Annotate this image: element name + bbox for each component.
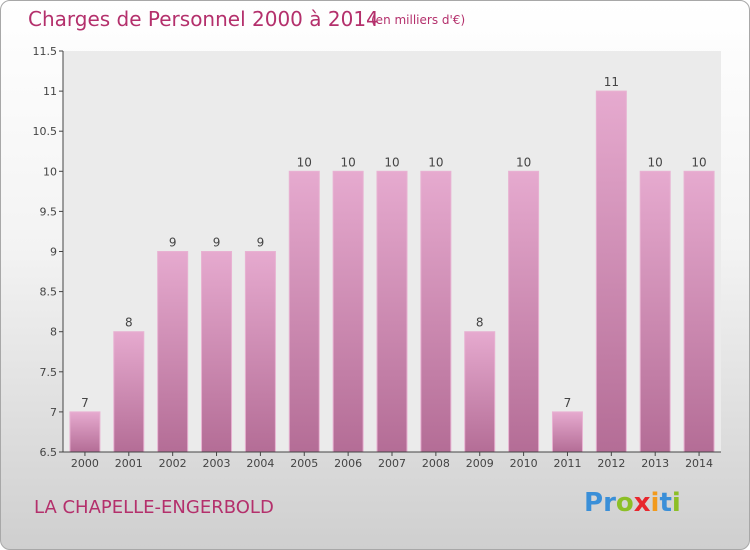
- y-tick-label: 7: [50, 406, 57, 419]
- bar-2008: [420, 170, 452, 453]
- bar-2012: [595, 90, 627, 453]
- bar-2014: [683, 170, 715, 453]
- data-label-2006: 10: [340, 155, 355, 169]
- commune-name: LA CHAPELLE-ENGERBOLD: [34, 497, 274, 518]
- chart-subtitle: (en milliers d'€): [371, 13, 466, 27]
- x-tick-label-2000: 2000: [71, 457, 99, 470]
- x-tick-label-2010: 2010: [510, 457, 538, 470]
- chart-title: Charges de Personnel 2000 à 2014: [28, 7, 379, 31]
- logo-letter: x: [633, 488, 651, 518]
- y-tick-label: 9.5: [40, 205, 58, 218]
- x-tick-label-2001: 2001: [115, 457, 143, 470]
- data-label-2008: 10: [428, 155, 443, 169]
- x-tick-label-2005: 2005: [290, 457, 318, 470]
- data-label-2014: 10: [691, 155, 706, 169]
- y-tick-label: 7.5: [40, 366, 58, 379]
- x-tick-label-2004: 2004: [246, 457, 274, 470]
- data-label-2002: 9: [169, 236, 177, 250]
- bar-2005: [288, 170, 320, 453]
- bar-2006: [332, 170, 364, 453]
- logo-letter: o: [615, 488, 634, 518]
- logo-letter: P: [584, 488, 604, 518]
- bar-2007: [376, 170, 408, 453]
- bar-2010: [508, 170, 540, 453]
- x-tick-label-2013: 2013: [641, 457, 669, 470]
- x-tick-label-2006: 2006: [334, 457, 362, 470]
- bar-2011: [551, 411, 583, 453]
- bar-2009: [464, 331, 496, 453]
- x-tick-label-2008: 2008: [422, 457, 450, 470]
- data-label-2009: 8: [476, 316, 484, 330]
- data-label-2013: 10: [648, 155, 663, 169]
- data-label-2010: 10: [516, 155, 531, 169]
- y-axis: 6.5 7 7.5 8 8.5 9 9.5 10 10.5 11 11.5: [33, 45, 64, 459]
- x-tick-label-2009: 2009: [466, 457, 494, 470]
- data-label-2011: 7: [564, 396, 572, 410]
- logo-letter: i: [671, 488, 681, 518]
- data-label-2000: 7: [81, 396, 89, 410]
- data-label-2007: 10: [384, 155, 399, 169]
- bar-2013: [639, 170, 671, 453]
- data-label-2004: 9: [257, 236, 265, 250]
- logo-letter: r: [603, 488, 616, 518]
- proxiti-logo: Proxiti: [584, 488, 681, 518]
- y-tick-label: 11: [43, 85, 57, 98]
- bar-2003: [201, 251, 233, 453]
- y-tick-label: 8.5: [40, 286, 58, 299]
- data-label-2005: 10: [297, 155, 312, 169]
- bars-group: 7 8 9 9 9 10 10 10 10 8 10 7 11 10 10: [69, 75, 715, 453]
- y-tick-label: 6.5: [40, 446, 58, 459]
- x-tick-label-2007: 2007: [378, 457, 406, 470]
- bar-2000: [69, 411, 101, 453]
- x-tick-label-2002: 2002: [159, 457, 187, 470]
- bar-2004: [244, 251, 276, 453]
- x-tick-label-2011: 2011: [553, 457, 581, 470]
- y-tick-label: 9: [50, 246, 57, 259]
- x-tick-label-2012: 2012: [597, 457, 625, 470]
- bar-2002: [157, 251, 189, 453]
- logo-letter: i: [650, 488, 660, 518]
- x-tick-label-2014: 2014: [685, 457, 713, 470]
- y-tick-label: 11.5: [33, 45, 58, 58]
- y-tick-label: 8: [50, 326, 57, 339]
- y-tick-label: 10: [43, 165, 57, 178]
- x-axis: 2000 2001 2002 2003 2004 2005 2006 2007 2008 2009…: [63, 451, 721, 470]
- data-label-2003: 9: [213, 236, 221, 250]
- logo-letter: t: [659, 488, 672, 518]
- y-tick-label: 10.5: [33, 125, 58, 138]
- bar-2001: [113, 331, 145, 453]
- data-label-2012: 11: [604, 75, 619, 89]
- x-tick-label-2003: 2003: [203, 457, 231, 470]
- data-label-2001: 8: [125, 316, 133, 330]
